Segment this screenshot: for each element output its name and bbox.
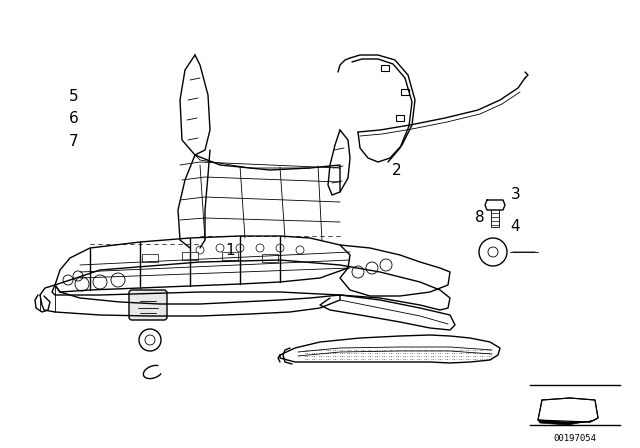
Bar (262, 254, 278, 262)
Bar (396, 115, 404, 121)
Polygon shape (538, 398, 598, 422)
Text: 4: 4 (510, 219, 520, 234)
Bar (381, 65, 389, 71)
Text: 6: 6 (68, 111, 79, 126)
Text: 2: 2 (392, 163, 402, 178)
Text: 5: 5 (68, 89, 79, 104)
Polygon shape (538, 418, 598, 425)
Bar (182, 252, 198, 260)
Text: 00197054: 00197054 (554, 434, 596, 443)
Text: 7: 7 (68, 134, 79, 149)
FancyBboxPatch shape (129, 290, 167, 320)
Bar (401, 89, 409, 95)
Bar (222, 252, 238, 260)
Text: 1: 1 (225, 243, 236, 258)
Text: 3: 3 (510, 187, 520, 202)
Bar (142, 254, 158, 262)
Text: 8: 8 (475, 210, 485, 225)
